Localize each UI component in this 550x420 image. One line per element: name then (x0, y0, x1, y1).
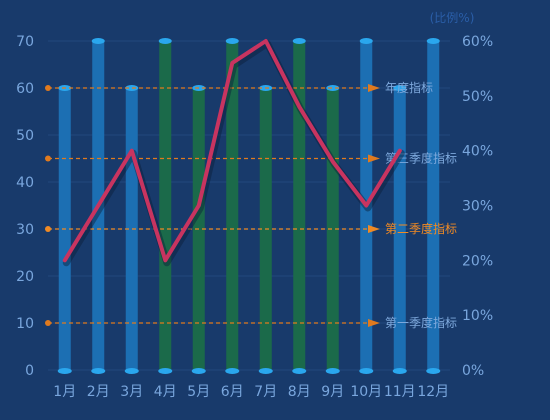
bar-top-cap (125, 85, 139, 91)
reference-arrow (368, 84, 380, 92)
x-tick-label: 1月 (53, 384, 76, 400)
right-tick-label: 10% (462, 308, 493, 324)
bar-top-cap (326, 85, 340, 91)
left-tick-label: 30 (16, 222, 34, 238)
right-tick-label: 40% (462, 144, 493, 160)
bar-bottom-cap (392, 368, 407, 374)
bar-top-cap (426, 38, 440, 44)
bar-bottom-cap (91, 368, 106, 374)
line-point (197, 204, 201, 207)
reference-arrow (368, 154, 380, 163)
line-point (297, 105, 301, 109)
bar-top-cap (393, 85, 407, 91)
bar-bottom-cap (426, 368, 441, 374)
bar-bottom-cap (359, 368, 374, 374)
line-point (230, 61, 234, 65)
right-tick-label: 30% (462, 199, 493, 215)
bar-bottom-cap (158, 368, 173, 374)
line-point (398, 149, 402, 153)
right-y-axis: 0% 10% 20% 30% 40% 50% 60% (462, 34, 493, 379)
bar-top-cap (91, 38, 105, 44)
right-tick-label: 60% (462, 34, 493, 50)
left-tick-label: 0 (25, 363, 34, 379)
left-tick-label: 70 (16, 34, 34, 50)
bar (293, 41, 306, 370)
x-tick-label: 8月 (288, 384, 311, 400)
x-tick-label: 9月 (321, 384, 344, 400)
x-tick-label: 4月 (154, 384, 177, 400)
left-tick-label: 20 (16, 269, 34, 285)
right-tick-label: 50% (462, 89, 493, 105)
bar-bottom-cap (225, 368, 240, 374)
bar-top-cap (292, 38, 306, 44)
x-tick-label: 3月 (120, 384, 143, 400)
x-tick-label: 12月 (417, 384, 449, 400)
bar-bottom-cap (124, 368, 139, 374)
x-tick-label: 7月 (254, 384, 277, 400)
right-axis-label: (比例%) (430, 11, 475, 25)
line-point (163, 258, 167, 262)
right-tick-label: 0% (462, 363, 484, 379)
reference-arrow (368, 319, 380, 327)
line-series (62, 39, 405, 267)
line-point (331, 160, 335, 164)
bar-bottom-cap (258, 368, 273, 374)
bar (226, 41, 239, 370)
x-tick-label: 10月 (350, 384, 382, 400)
bar-bottom-cap (57, 368, 72, 374)
bar-top-cap (158, 38, 172, 44)
left-y-axis: 0 10 20 30 40 50 60 70 (16, 34, 34, 379)
right-tick-label: 20% (462, 253, 493, 269)
left-tick-label: 60 (16, 81, 34, 97)
left-tick-label: 10 (16, 316, 34, 332)
bar-bottom-cap (292, 368, 307, 374)
line-point (63, 258, 67, 262)
x-tick-label: 6月 (221, 384, 244, 400)
x-axis: 1月 2月 3月 4月 5月 6月 7月 8月 9月 10月 11月 12月 (53, 384, 449, 400)
reference-label: 第一季度指标 (385, 315, 457, 330)
x-tick-label: 5月 (187, 384, 210, 400)
x-tick-label: 11月 (384, 384, 416, 400)
bar-bottom-cap (325, 368, 340, 374)
bar (159, 41, 172, 370)
line-point (364, 204, 368, 207)
reference-label: 第二季度指标 (385, 221, 457, 236)
bar (427, 41, 440, 370)
line-point (130, 149, 134, 153)
bar-bottom-cap (191, 368, 206, 374)
left-tick-label: 40 (16, 175, 34, 191)
line-point (264, 39, 268, 43)
left-tick-label: 50 (16, 128, 34, 144)
reference-label: 第三季度指标 (385, 151, 457, 166)
reference-arrow (368, 225, 380, 233)
x-tick-label: 2月 (87, 384, 110, 400)
reference-label: 年度指标 (385, 80, 433, 95)
line-point (96, 204, 100, 207)
bar-top-cap (225, 38, 239, 44)
bar-top-cap (359, 38, 373, 44)
